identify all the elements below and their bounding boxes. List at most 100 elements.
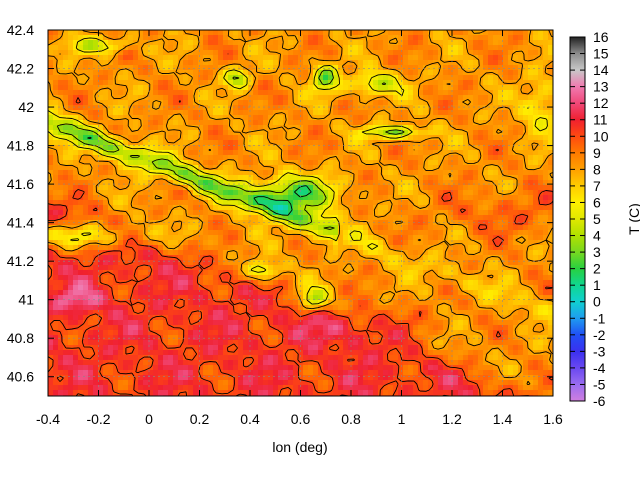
- heatmap-cell: [323, 70, 329, 76]
- heatmap-cell: [418, 225, 424, 231]
- heatmap-cell: [318, 205, 324, 211]
- heatmap-cell: [533, 265, 539, 271]
- heatmap-cell: [233, 90, 239, 96]
- heatmap-cell: [458, 75, 464, 81]
- heatmap-cell: [383, 255, 389, 261]
- heatmap-cell: [223, 205, 229, 211]
- heatmap-cell: [393, 140, 399, 146]
- heatmap-cell: [63, 30, 69, 36]
- heatmap-cell: [513, 140, 519, 146]
- heatmap-cell: [153, 210, 159, 216]
- heatmap-cell: [388, 30, 394, 36]
- heatmap-cell: [273, 275, 279, 281]
- heatmap-cell: [288, 200, 294, 206]
- heatmap-cell: [543, 30, 549, 36]
- heatmap-cell: [473, 210, 479, 216]
- heatmap-cell: [93, 110, 99, 116]
- heatmap-cell: [538, 265, 544, 271]
- heatmap-cell: [363, 135, 369, 141]
- heatmap-cell: [198, 165, 204, 171]
- heatmap-cell: [433, 40, 439, 46]
- heatmap-cell: [108, 190, 114, 196]
- heatmap-cell: [428, 40, 434, 46]
- heatmap-cell: [493, 140, 499, 146]
- heatmap-cell: [508, 140, 514, 146]
- heatmap-cell: [408, 155, 414, 161]
- heatmap-cell: [133, 130, 139, 136]
- heatmap-cell: [468, 95, 474, 101]
- heatmap-cell: [388, 195, 394, 201]
- heatmap-cell: [78, 90, 84, 96]
- heatmap-cell: [238, 185, 244, 191]
- heatmap-cell: [98, 80, 104, 86]
- heatmap-cell: [198, 100, 204, 106]
- heatmap-cell: [108, 175, 114, 181]
- heatmap-cell: [303, 170, 309, 176]
- heatmap-cell: [168, 170, 174, 176]
- heatmap-cell: [433, 195, 439, 201]
- heatmap-cell: [108, 55, 114, 61]
- heatmap-cell: [143, 50, 149, 56]
- heatmap-cell: [463, 85, 469, 91]
- heatmap-cell: [303, 270, 309, 276]
- heatmap-cell: [298, 35, 304, 41]
- heatmap-cell: [458, 115, 464, 121]
- heatmap-cell: [323, 60, 329, 66]
- heatmap-cell: [63, 165, 69, 171]
- heatmap-cell: [68, 270, 74, 276]
- heatmap-cell: [248, 150, 254, 156]
- heatmap-cell: [193, 255, 199, 261]
- heatmap-cell: [413, 100, 419, 106]
- heatmap-cell: [163, 230, 169, 236]
- heatmap-cell: [153, 160, 159, 166]
- heatmap-cell: [88, 30, 94, 36]
- heatmap-cell: [368, 230, 374, 236]
- heatmap-cell: [178, 80, 184, 86]
- heatmap-cell: [128, 160, 134, 166]
- heatmap-cell: [303, 160, 309, 166]
- heatmap-cell: [163, 80, 169, 86]
- heatmap-cell: [48, 260, 54, 266]
- heatmap-cell: [363, 210, 369, 216]
- heatmap-cell: [543, 55, 549, 61]
- heatmap-cell: [438, 155, 444, 161]
- heatmap-cell: [413, 90, 419, 96]
- heatmap-cell: [508, 205, 514, 211]
- heatmap-cell: [533, 65, 539, 71]
- heatmap-cell: [188, 235, 194, 241]
- heatmap-cell: [298, 195, 304, 201]
- heatmap-cell: [278, 65, 284, 71]
- heatmap-cell: [343, 190, 349, 196]
- heatmap-cell: [48, 80, 54, 86]
- heatmap-cell: [488, 85, 494, 91]
- heatmap-cell: [283, 270, 289, 276]
- heatmap-cell: [128, 80, 134, 86]
- heatmap-cell: [333, 120, 339, 126]
- heatmap-cell: [433, 70, 439, 76]
- heatmap-cell: [323, 185, 329, 191]
- heatmap-cell: [483, 110, 489, 116]
- heatmap-cell: [343, 215, 349, 221]
- heatmap-cell: [298, 120, 304, 126]
- heatmap-cell: [463, 70, 469, 76]
- heatmap-cell: [118, 45, 124, 51]
- heatmap-cell: [348, 115, 354, 121]
- heatmap-cell: [308, 250, 314, 256]
- heatmap-cell: [288, 250, 294, 256]
- heatmap-cell: [108, 95, 114, 101]
- heatmap-cell: [328, 180, 334, 186]
- heatmap-cell: [373, 265, 379, 271]
- heatmap-cell: [183, 40, 189, 46]
- heatmap-cell: [268, 80, 274, 86]
- heatmap-cell: [463, 140, 469, 146]
- heatmap-cell: [278, 135, 284, 141]
- heatmap-cell: [293, 200, 299, 206]
- heatmap-cell: [478, 115, 484, 121]
- heatmap-cell: [403, 115, 409, 121]
- heatmap-cell: [328, 195, 334, 201]
- heatmap-cell: [418, 145, 424, 151]
- heatmap-cell: [308, 60, 314, 66]
- heatmap-cell: [428, 155, 434, 161]
- heatmap-cell: [383, 55, 389, 61]
- heatmap-cell: [508, 225, 514, 231]
